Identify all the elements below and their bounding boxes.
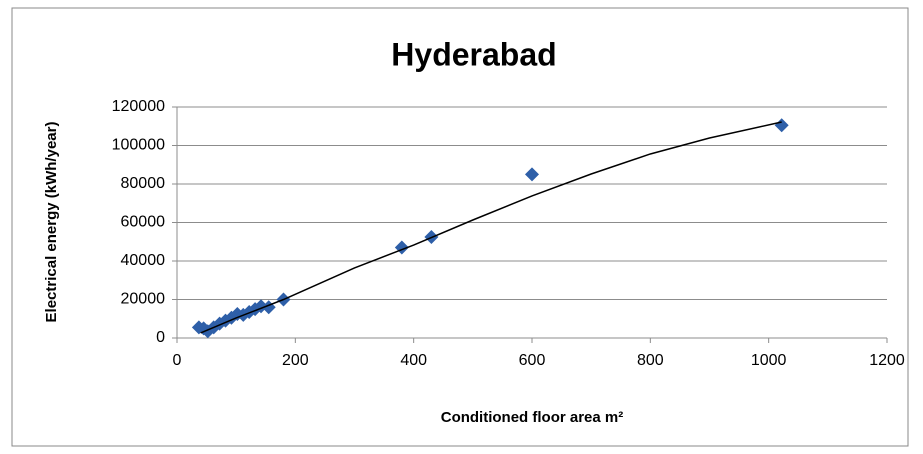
x-tick-label: 400 xyxy=(400,352,427,369)
x-tick-label: 1000 xyxy=(751,352,787,369)
y-axis-label: Electrical energy (kWh/year) xyxy=(43,122,60,323)
y-tick-label: 100000 xyxy=(112,137,165,154)
x-tick-label: 200 xyxy=(282,352,309,369)
y-tick-label: 80000 xyxy=(121,175,166,192)
point xyxy=(774,118,789,133)
point xyxy=(525,167,539,182)
chart-title: Hyderabad xyxy=(391,36,556,72)
y-tick-label: 40000 xyxy=(121,252,166,269)
y-tick-label: 0 xyxy=(156,329,165,346)
y-tick-label: 60000 xyxy=(121,214,166,231)
x-tick-label: 0 xyxy=(173,352,182,369)
y-tick-label: 20000 xyxy=(121,291,166,308)
trendline xyxy=(200,121,782,334)
x-tick-label: 800 xyxy=(637,352,664,369)
x-tick-label: 1200 xyxy=(869,352,905,369)
y-tick-label: 120000 xyxy=(112,98,165,115)
x-axis-label: Conditioned floor area m² xyxy=(441,409,624,426)
chart-border xyxy=(11,7,909,447)
x-tick-label: 600 xyxy=(519,352,546,369)
